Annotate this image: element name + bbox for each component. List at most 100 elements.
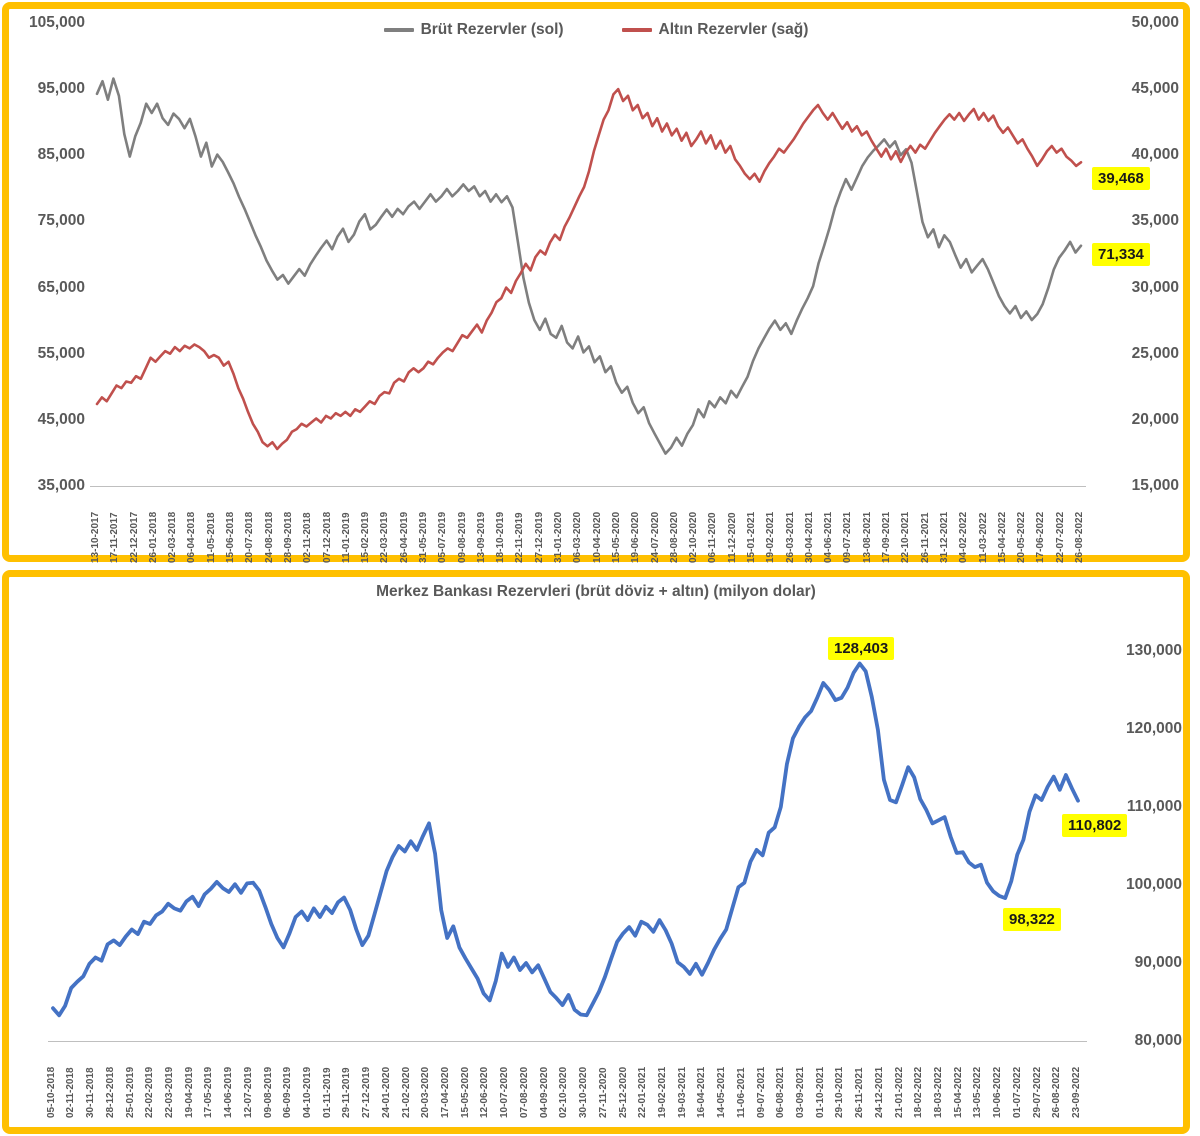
top-x-tick-label: 09-07-2021 — [842, 491, 853, 563]
bottom-x-tick-label: 01-07-2022 — [1012, 1046, 1023, 1118]
top-left-axis-label: 55,000 — [9, 345, 85, 363]
bottom-x-tick-label: 24-12-2021 — [874, 1046, 885, 1118]
bottom-x-tick-label: 22-03-2019 — [164, 1046, 175, 1118]
top-x-tick-label: 05-07-2019 — [437, 491, 448, 563]
bottom-x-tick-label: 02-10-2020 — [558, 1046, 569, 1118]
top-right-axis-label: 20,000 — [1095, 411, 1179, 429]
top-x-tick-label: 15-04-2022 — [997, 491, 1008, 563]
bottom-x-tick-label: 11-06-2021 — [736, 1046, 747, 1118]
Altın Rezervler (sağ)-line — [97, 89, 1081, 449]
bottom-x-tick-label: 04-09-2020 — [539, 1046, 550, 1118]
top-x-tick-label: 07-12-2018 — [322, 491, 333, 563]
bottom-x-tick-label: 23-09-2022 — [1071, 1046, 1082, 1118]
top-x-tick-label: 26-03-2021 — [785, 491, 796, 563]
top-x-tick-label: 09-08-2019 — [457, 491, 468, 563]
top-left-axis-label: 45,000 — [9, 411, 85, 429]
top-x-tick-label: 22-12-2017 — [129, 491, 140, 563]
bottom-chart-baseline — [48, 1041, 1087, 1042]
top-chart-panel: Brüt Rezervler (sol) Altın Rezervler (sa… — [2, 2, 1190, 562]
bottom-chart-plot — [53, 651, 1078, 1041]
bottom-x-tick-label: 01-11-2019 — [322, 1046, 333, 1118]
top-x-tick-label: 19-02-2021 — [765, 491, 776, 563]
bottom-right-axis-label: 90,000 — [1098, 954, 1182, 972]
top-x-tick-label: 02-11-2018 — [302, 491, 313, 563]
top-x-tick-label: 31-05-2019 — [418, 491, 429, 563]
bottom-x-tick-label: 13-05-2022 — [972, 1046, 983, 1118]
bottom-x-tick-label: 21-01-2022 — [894, 1046, 905, 1118]
top-x-tick-label: 28-09-2018 — [283, 491, 294, 563]
top-x-tick-label: 28-08-2020 — [669, 491, 680, 563]
top-x-tick-label: 06-04-2018 — [186, 491, 197, 563]
bottom-x-tick-label: 22-02-2019 — [144, 1046, 155, 1118]
bottom-x-tick-label: 06-09-2019 — [282, 1046, 293, 1118]
dashboard: Brüt Rezervler (sol) Altın Rezervler (sa… — [0, 0, 1200, 1136]
bottom-right-axis-label: 120,000 — [1098, 720, 1182, 738]
top-x-tick-label: 26-01-2018 — [148, 491, 159, 563]
bottom-x-tick-label: 19-04-2019 — [184, 1046, 195, 1118]
top-left-axis-label: 105,000 — [9, 14, 85, 32]
bottom-x-tick-label: 15-04-2022 — [953, 1046, 964, 1118]
bottom-x-tick-label: 16-04-2021 — [696, 1046, 707, 1118]
bottom-x-tick-label: 07-08-2020 — [519, 1046, 530, 1118]
bottom-x-tick-label: 19-03-2021 — [677, 1046, 688, 1118]
bottom-x-tick-label: 03-09-2021 — [795, 1046, 806, 1118]
bottom-x-tick-label: 26-08-2022 — [1051, 1046, 1062, 1118]
bottom-x-tick-label: 26-11-2021 — [854, 1046, 865, 1118]
bottom-x-tick-label: 14-05-2021 — [716, 1046, 727, 1118]
bottom-chart-panel: Merkez Bankası Rezervleri (brüt döviz + … — [2, 570, 1190, 1134]
bottom-x-tick-label: 24-01-2020 — [381, 1046, 392, 1118]
top-x-tick-label: 26-11-2021 — [920, 491, 931, 563]
bottom-x-tick-label: 30-10-2020 — [578, 1046, 589, 1118]
top-x-tick-label: 15-01-2021 — [746, 491, 757, 563]
top-x-tick-label: 11-01-2019 — [341, 491, 352, 563]
top-x-tick-label: 13-09-2019 — [476, 491, 487, 563]
top-x-tick-label: 11-12-2020 — [727, 491, 738, 563]
top-x-tick-label: 17-06-2022 — [1035, 491, 1046, 563]
top-x-tick-label: 10-04-2020 — [592, 491, 603, 563]
bottom-x-tick-label: 22-01-2021 — [637, 1046, 648, 1118]
bottom-x-tick-label: 30-11-2018 — [85, 1046, 96, 1118]
top-right-axis-label: 40,000 — [1095, 146, 1179, 164]
top-right-axis-label: 15,000 — [1095, 477, 1179, 495]
callout-total-low-value: 98,322 — [1003, 908, 1061, 931]
top-x-tick-label: 11-03-2022 — [978, 491, 989, 563]
bottom-x-tick-label: 15-05-2020 — [460, 1046, 471, 1118]
bottom-x-tick-label: 28-12-2018 — [105, 1046, 116, 1118]
top-chart-baseline — [90, 486, 1086, 487]
bottom-x-tick-label: 21-02-2020 — [401, 1046, 412, 1118]
bottom-x-tick-label: 27-12-2019 — [361, 1046, 372, 1118]
bottom-x-tick-label: 02-11-2018 — [65, 1046, 76, 1118]
bottom-x-tick-label: 18-03-2022 — [933, 1046, 944, 1118]
top-x-tick-label: 15-06-2018 — [225, 491, 236, 563]
bottom-x-tick-label: 29-11-2019 — [341, 1046, 352, 1118]
callout-total-last-value: 110,802 — [1062, 814, 1127, 837]
top-x-tick-label: 22-10-2021 — [900, 491, 911, 563]
top-right-axis-label: 45,000 — [1095, 80, 1179, 98]
bottom-x-tick-label: 17-05-2019 — [203, 1046, 214, 1118]
top-x-tick-label: 20-07-2018 — [244, 491, 255, 563]
top-x-tick-label: 24-08-2018 — [264, 491, 275, 563]
top-x-tick-label: 27-12-2019 — [534, 491, 545, 563]
bottom-x-tick-label: 29-10-2021 — [834, 1046, 845, 1118]
top-x-tick-label: 31-12-2021 — [939, 491, 950, 563]
bottom-x-tick-label: 25-01-2019 — [125, 1046, 136, 1118]
top-x-tick-label: 24-07-2020 — [650, 491, 661, 563]
top-left-axis-label: 65,000 — [9, 279, 85, 297]
top-x-tick-label: 06-03-2020 — [572, 491, 583, 563]
top-x-tick-label: 17-09-2021 — [881, 491, 892, 563]
top-right-axis-label: 35,000 — [1095, 212, 1179, 230]
top-x-tick-label: 17-11-2017 — [109, 491, 120, 563]
top-x-tick-label: 26-08-2022 — [1074, 491, 1085, 563]
top-left-axis-label: 85,000 — [9, 146, 85, 164]
bottom-x-tick-label: 29-07-2022 — [1032, 1046, 1043, 1118]
callout-gold-last-value: 39,468 — [1092, 167, 1150, 190]
top-x-tick-label: 19-06-2020 — [630, 491, 641, 563]
callout-gross-last-value: 71,334 — [1092, 243, 1150, 266]
bottom-x-tick-label: 19-02-2021 — [657, 1046, 668, 1118]
top-x-tick-label: 18-10-2019 — [495, 491, 506, 563]
top-x-tick-label: 11-05-2018 — [206, 491, 217, 563]
bottom-x-tick-label: 10-06-2022 — [992, 1046, 1003, 1118]
bottom-x-tick-label: 25-12-2020 — [618, 1046, 629, 1118]
bottom-x-tick-label: 09-08-2019 — [263, 1046, 274, 1118]
bottom-x-tick-label: 12-06-2020 — [479, 1046, 490, 1118]
